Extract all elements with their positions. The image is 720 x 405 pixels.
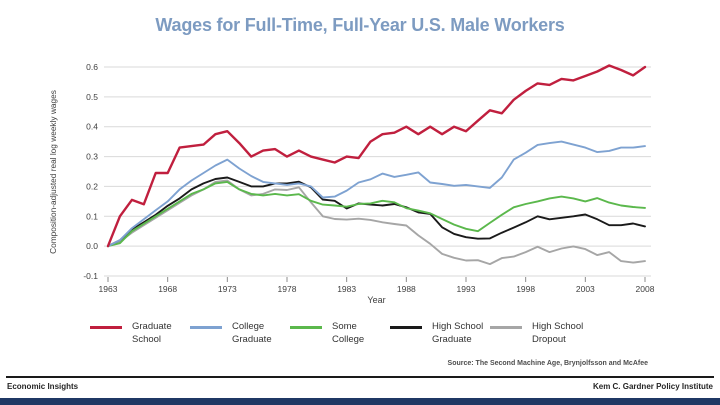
legend-item-college-graduate: College Graduate xyxy=(190,321,272,346)
series-line-high-school-dropout xyxy=(107,179,646,266)
legend-line-swatch xyxy=(290,326,322,329)
legend-item-high-school-dropout: High School Dropout xyxy=(490,321,583,346)
legend-line-swatch xyxy=(190,326,222,329)
series-line-graduate-school xyxy=(106,64,647,248)
legend-item-graduate-school: Graduate School xyxy=(90,321,172,346)
source-note: Source: The Second Machine Age, Brynjolf… xyxy=(447,360,648,367)
legend-line-swatch xyxy=(490,326,522,329)
x-tick-label: 1993 xyxy=(457,284,476,294)
legend-label: High School Graduate xyxy=(432,321,484,345)
legend-label: Some College xyxy=(332,321,365,345)
y-tick-label: 0.5 xyxy=(86,92,98,102)
legend-label: College Graduate xyxy=(232,321,272,345)
chart-title: Wages for Full-Time, Full-Year U.S. Male… xyxy=(155,15,565,35)
y-tick-label: -0.1 xyxy=(83,271,98,281)
legend-line-swatch xyxy=(90,326,122,329)
y-tick-label: 0.4 xyxy=(86,122,98,132)
y-tick-label: 0.2 xyxy=(86,181,98,191)
footer-accent-bar xyxy=(0,398,720,405)
legend-item-some-college: Some College xyxy=(290,321,364,346)
y-tick-label: 0.3 xyxy=(86,152,98,162)
x-tick-label: 2008 xyxy=(636,284,655,294)
x-tick-label: 1968 xyxy=(158,284,177,294)
legend-line-swatch xyxy=(390,326,422,329)
y-tick-label: 0.1 xyxy=(86,211,98,221)
series-line-high-school-graduate xyxy=(107,176,646,248)
series-line-college-graduate xyxy=(107,140,646,248)
x-tick-label: 1963 xyxy=(99,284,118,294)
x-tick-label: 1983 xyxy=(337,284,356,294)
footer-publication-name: Economic Insights xyxy=(7,382,79,391)
legend-item-high-school-graduate: High School Graduate xyxy=(390,321,483,346)
x-tick-label: 1988 xyxy=(397,284,416,294)
y-tick-label: 0.0 xyxy=(86,241,98,251)
x-axis-title: Year xyxy=(367,295,385,305)
x-tick-label: 2003 xyxy=(576,284,595,294)
chart-legend: Graduate School College Graduate Some Coll… xyxy=(0,321,720,363)
footer-divider xyxy=(6,376,714,378)
x-tick-label: 1973 xyxy=(218,284,237,294)
x-tick-label: 1978 xyxy=(278,284,297,294)
legend-label: High School Dropout xyxy=(532,321,584,345)
y-tick-label: 0.6 xyxy=(86,62,98,72)
legend-label: Graduate School xyxy=(132,321,172,345)
series-line-some-college xyxy=(107,180,646,248)
x-tick-label: 1998 xyxy=(516,284,535,294)
footer-institute-name: Kem C. Gardner Policy Institute xyxy=(592,382,713,391)
y-axis-title: Composition-adjusted real log weekly wag… xyxy=(48,90,58,254)
